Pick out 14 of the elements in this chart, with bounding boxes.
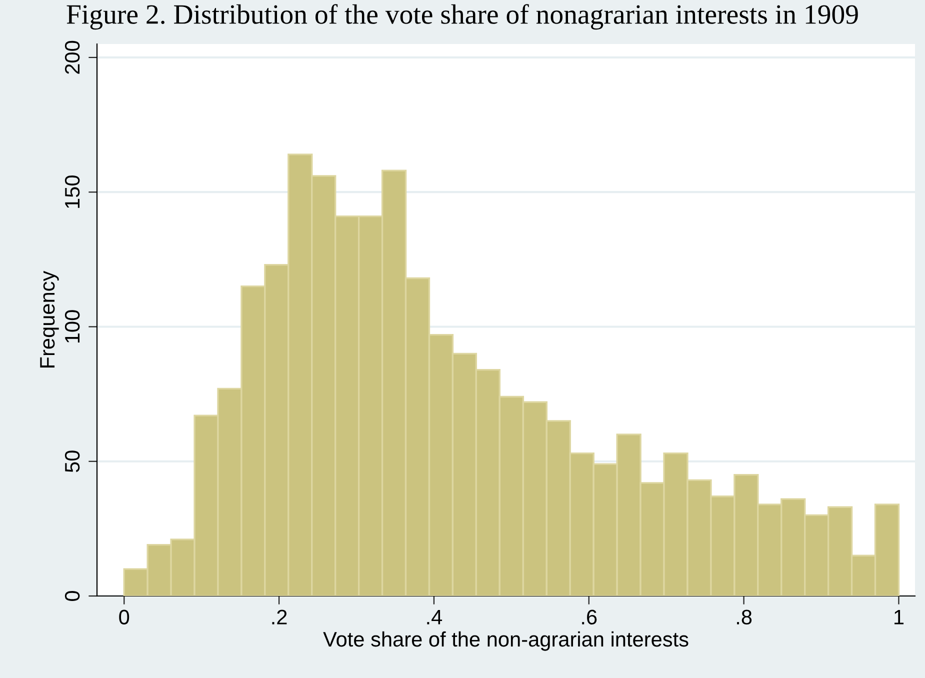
x-tick-label: .4: [427, 610, 442, 624]
x-tick-label: .8: [737, 610, 752, 624]
x-tick-label: 0: [119, 610, 130, 624]
y-axis-title: Frequency: [40, 270, 59, 368]
y-tick-label: 150: [64, 176, 80, 208]
x-tick-label: .2: [272, 610, 287, 624]
y-tick-label: 100: [64, 310, 80, 343]
y-tick-label: 0: [64, 591, 80, 601]
x-tick-label: 1: [894, 610, 904, 624]
x-axis-title: Vote share of the non-agrarian interests: [323, 631, 688, 651]
y-tick-label: 200: [64, 40, 80, 74]
y-tick-label: 50: [64, 450, 80, 472]
chart-title: Figure 2. Distribution of the vote share of nonagrarian interests in 1909: [66, 4, 858, 30]
x-tick-label: .6: [582, 610, 597, 624]
